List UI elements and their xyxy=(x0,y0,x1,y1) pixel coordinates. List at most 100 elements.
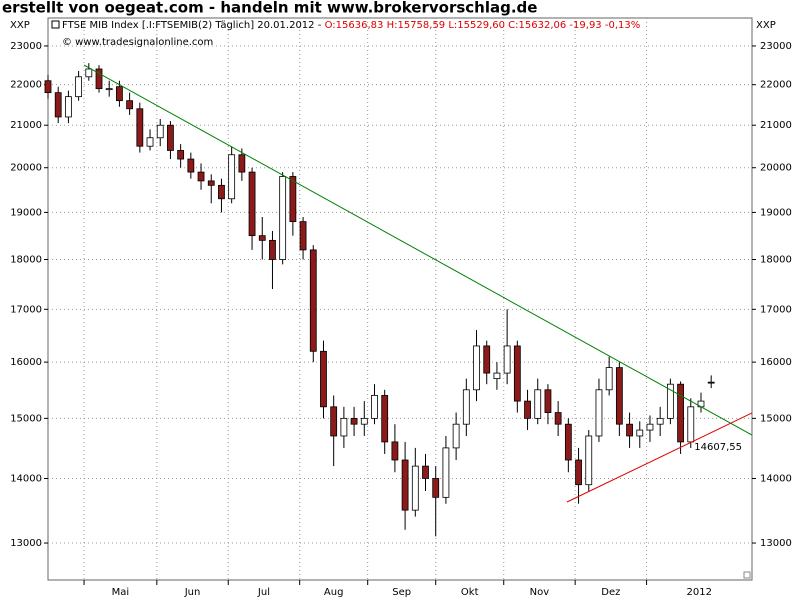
plot-frame xyxy=(47,17,753,581)
candle-body xyxy=(330,406,338,437)
trend-line xyxy=(566,412,753,503)
candle-body xyxy=(636,429,644,437)
x-tick-label: Sep xyxy=(392,587,411,598)
y-tick-label-right: 18000 xyxy=(760,255,792,266)
candle-body xyxy=(442,447,450,498)
candle-body xyxy=(371,395,378,419)
trend-line xyxy=(83,64,753,436)
candle-body xyxy=(401,459,409,511)
candle-body xyxy=(666,383,674,419)
candle-body xyxy=(289,176,297,223)
candle-body xyxy=(44,80,52,94)
candle-body xyxy=(309,249,317,352)
candle-body xyxy=(381,395,389,443)
y-tick-label-right: 13000 xyxy=(760,538,792,549)
x-tick-label: Dez xyxy=(601,587,620,598)
y-tick-label: 21000 xyxy=(10,120,42,131)
candle-body xyxy=(452,423,460,449)
candle-body xyxy=(707,381,715,384)
candle-body xyxy=(626,423,633,437)
x-tick-label: Aug xyxy=(324,587,344,598)
chart-title: FTSE MIB Index [.I:FTSEMIB(2) Täglich] 2… xyxy=(62,20,640,31)
y-tick-label-right: 17000 xyxy=(760,304,792,315)
candle-body xyxy=(473,345,480,391)
candle-body xyxy=(207,180,215,186)
x-tick-label: Okt xyxy=(461,587,479,598)
candle-body xyxy=(126,100,134,110)
candle-body xyxy=(534,389,542,419)
candle-body xyxy=(105,88,113,91)
x-tick-label: Nov xyxy=(530,587,550,598)
candle-body xyxy=(646,423,654,431)
candle-body xyxy=(513,345,521,402)
candle-body xyxy=(391,441,399,461)
y-tick-label-right: 23000 xyxy=(760,41,792,52)
candle-body xyxy=(350,417,358,425)
y-tick-label: 13000 xyxy=(10,538,42,549)
candle-body xyxy=(585,435,593,486)
ohlc-text: O:15636,83 H:15758,59 L:15529,60 C:15632… xyxy=(325,20,641,31)
candle-body xyxy=(320,350,327,408)
candle-body xyxy=(575,459,582,486)
candle-body xyxy=(85,68,93,78)
copyright: © www.tradesignalonline.com xyxy=(62,37,213,48)
y-tick-label-right: 22000 xyxy=(760,80,792,91)
candle-body xyxy=(615,367,623,425)
candle-body xyxy=(279,176,287,260)
candle-body xyxy=(269,239,276,260)
candle-body xyxy=(258,235,266,241)
y-tick-label-right: 20000 xyxy=(760,163,792,174)
y-tick-label: 16000 xyxy=(10,357,42,368)
candle-body xyxy=(54,92,62,118)
candle-body xyxy=(595,389,603,437)
candle-body xyxy=(248,171,256,237)
candle-body xyxy=(75,76,83,98)
candle-body xyxy=(656,417,664,425)
candle-body xyxy=(411,465,419,511)
candle-body xyxy=(228,154,236,200)
candle-body xyxy=(677,383,684,443)
candle-body xyxy=(167,124,174,151)
y-tick-label: 17000 xyxy=(10,304,42,315)
y-tick-label: 19000 xyxy=(10,207,42,218)
marks: 14607,55 xyxy=(44,63,753,537)
y-tick-label-right: 21000 xyxy=(760,120,792,131)
x-tick-label: 2012 xyxy=(687,587,712,598)
candle-body xyxy=(605,367,613,391)
y-tick-label: 22000 xyxy=(10,80,42,91)
x-tick-label: Jun xyxy=(184,587,201,598)
candle-body xyxy=(524,400,531,419)
candle-body xyxy=(95,68,103,90)
y-tick-label-right: 14000 xyxy=(760,473,792,484)
y-axis-label-right: XXP xyxy=(756,20,776,31)
candle-body xyxy=(687,406,695,443)
candle-body xyxy=(177,150,185,160)
candle-body xyxy=(65,96,72,118)
candle-body xyxy=(422,465,429,479)
candle-body xyxy=(360,417,368,425)
trend-line-label: 14607,55 xyxy=(694,442,742,453)
candle-body xyxy=(340,417,348,437)
x-tick-label: Mai xyxy=(112,587,130,598)
y-tick-label: 23000 xyxy=(10,41,42,52)
y-tick-label-right: 19000 xyxy=(760,207,792,218)
y-tick-label: 20000 xyxy=(10,163,42,174)
title-box xyxy=(51,20,60,29)
candle-body xyxy=(554,412,562,425)
candle-body xyxy=(503,345,511,374)
candle-body xyxy=(483,345,491,374)
title-text: FTSE MIB Index [.I:FTSEMIB(2) Täglich] 2… xyxy=(62,20,322,31)
y-tick-label-right: 15000 xyxy=(760,413,792,424)
candle-body xyxy=(136,108,144,147)
grid: 13000 13000 14000 14000 15000 15000 16000 16000… xyxy=(10,18,792,598)
candle-body xyxy=(197,171,205,182)
candle-body xyxy=(238,154,246,173)
banner: erstellt von oegeat.com - handeln mit ww… xyxy=(2,0,537,17)
candle-body xyxy=(432,478,440,498)
candle-body xyxy=(146,137,154,147)
candle-body xyxy=(462,389,470,425)
y-tick-label: 18000 xyxy=(10,255,42,266)
candle-body xyxy=(218,184,225,200)
y-tick-label: 15000 xyxy=(10,413,42,424)
